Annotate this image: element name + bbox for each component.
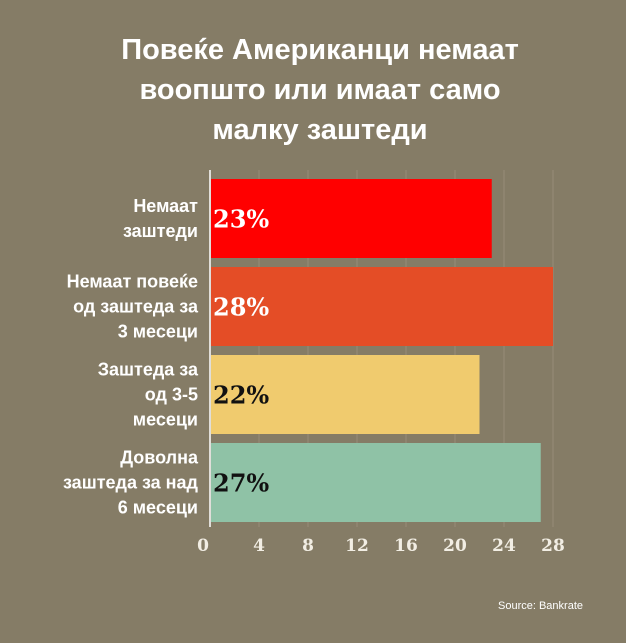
bars: 23% 28% 22% 27% xyxy=(211,179,553,522)
chart-title: Повеќе Американци немаат воопшто или има… xyxy=(121,34,519,146)
x-tick-label: 0 xyxy=(197,536,209,556)
bar-value-label: 28% xyxy=(213,293,269,322)
x-tick-label: 24 xyxy=(492,536,516,556)
category-label: Немаат повеќе од заштеда за 3 месеци xyxy=(67,272,199,342)
bar-value-label: 23% xyxy=(213,205,269,234)
x-tick-label: 4 xyxy=(253,536,265,556)
category-label: Немаат заштеди xyxy=(123,196,198,241)
x-axis-ticks: 0 4 8 12 16 20 24 28 xyxy=(197,536,565,556)
bar xyxy=(211,355,480,434)
x-tick-label: 28 xyxy=(541,536,565,556)
category-labels: Немаат заштеди Немаат повеќе од заштеда за 3… xyxy=(63,196,199,518)
x-tick-label: 8 xyxy=(302,536,314,556)
bar xyxy=(211,267,553,346)
bar xyxy=(211,443,541,522)
bar xyxy=(211,179,492,258)
x-tick-label: 20 xyxy=(443,536,467,556)
bar-value-label: 22% xyxy=(213,381,269,410)
bar-value-label: 27% xyxy=(213,469,269,498)
category-label: Заштеда за од 3-5 месеци xyxy=(98,360,199,430)
source-note: Source: Bankrate xyxy=(498,600,583,612)
category-label: Доволна заштеда за над 6 месеци xyxy=(63,448,199,518)
x-tick-label: 12 xyxy=(345,536,369,556)
x-tick-label: 16 xyxy=(394,536,418,556)
